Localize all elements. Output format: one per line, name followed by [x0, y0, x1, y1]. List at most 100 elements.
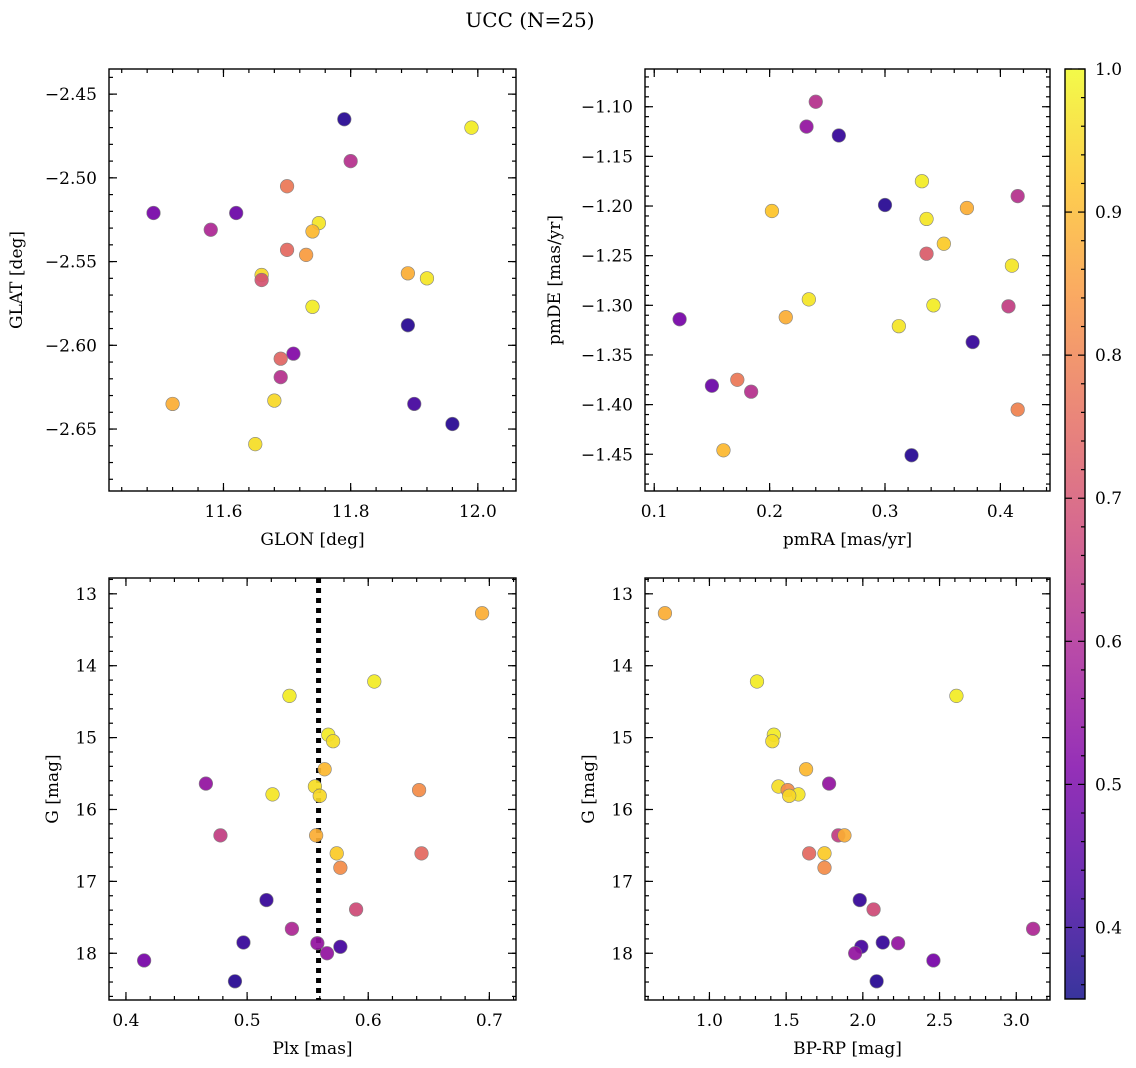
data-point: [802, 846, 817, 861]
panel-bprp-g: 1.0 1.5 2.0 2.5 3.0 13 14 15 16 17 18 BP-RP [mag] G …: [579, 577, 1051, 1059]
data-point: [229, 205, 244, 221]
x-tick-label: 0.3: [871, 502, 898, 522]
data-point: [137, 953, 152, 968]
data-point: [445, 416, 460, 432]
data-point: [236, 935, 251, 950]
data-point: [165, 396, 180, 412]
y-tick-label: 17: [75, 872, 97, 892]
data-point: [319, 946, 335, 961]
data-point: [1001, 299, 1016, 314]
data-point: [936, 236, 951, 251]
data-point: [1004, 258, 1020, 273]
y-tick-label: 15: [75, 729, 97, 749]
y-axis-label: G [mag]: [43, 754, 63, 823]
data-point: [672, 312, 687, 327]
data-point: [959, 200, 975, 216]
data-point: [869, 974, 884, 989]
panel-plx-g: 0.4 0.5 0.6 0.7 13 14 15 16 17 18 Plx [mas] G [mag]: [43, 577, 517, 1059]
data-point: [309, 828, 324, 843]
y-tick-label: 16: [75, 800, 97, 820]
colorbar-gradient: [1065, 69, 1085, 999]
data-point: [926, 953, 941, 968]
data-point: [411, 782, 427, 798]
data-point: [919, 246, 934, 261]
data-point: [782, 788, 797, 803]
data-point: [248, 437, 263, 452]
data-point: [259, 892, 274, 908]
x-tick-label: 0.2: [756, 502, 783, 522]
y-tick-label: 13: [611, 585, 633, 605]
colorbar-tick-label: 0.7: [1095, 489, 1122, 509]
plot-frame: [108, 68, 517, 492]
colorbar-frame: [1064, 68, 1086, 1000]
data-point: [1010, 402, 1025, 417]
data-point: [419, 271, 435, 286]
y-tick-label: −1.15: [581, 147, 633, 167]
y-tick-label: −2.60: [45, 336, 97, 356]
data-point: [730, 372, 745, 387]
data-point: [831, 128, 846, 143]
data-point: [875, 935, 890, 950]
panel-glon-glat: 11.6 11.8 12.0 −2.45 −2.50 −2.55 −2.60 −2.65 GLO…: [7, 68, 517, 550]
data-point: [254, 272, 269, 288]
data-point: [282, 688, 297, 704]
data-point: [657, 606, 673, 621]
data-point: [312, 788, 327, 803]
data-point: [778, 310, 793, 325]
colorbar-tick-label: 0.4: [1095, 918, 1122, 938]
x-tick-label: 11.6: [205, 502, 243, 522]
data-point: [464, 120, 479, 135]
y-tick-label: −1.40: [581, 396, 633, 416]
data-point: [1010, 188, 1025, 204]
colorbar-tick-label: 0.6: [1095, 632, 1122, 652]
data-point: [821, 776, 837, 791]
y-tick-label: −2.55: [45, 253, 97, 273]
x-tick-label: 0.4: [112, 1011, 139, 1031]
y-axis-label: G [mag]: [579, 754, 599, 823]
colorbar: 0.4 0.5 0.6 0.7 0.8 0.9 1.0: [1064, 60, 1122, 1000]
data-point: [198, 776, 214, 791]
y-tick-label: −1.20: [581, 197, 633, 217]
y-axis-label: GLAT [deg]: [7, 231, 27, 329]
x-tick-label: 0.6: [355, 1011, 382, 1031]
data-point: [325, 734, 341, 749]
y-tick-label: −1.30: [581, 296, 633, 316]
y-tick-label: 15: [611, 729, 633, 749]
figure-title: UCC (N=25): [465, 8, 594, 32]
x-tick-label: 1.5: [773, 1011, 800, 1031]
data-point: [716, 443, 731, 458]
data-point: [414, 846, 429, 861]
y-tick-label: −1.25: [581, 247, 633, 267]
data-point: [704, 378, 720, 393]
data-point: [949, 688, 964, 704]
data-point: [273, 370, 288, 385]
x-tick-label: 1.0: [696, 1011, 723, 1031]
y-tick-label: 18: [75, 944, 97, 964]
data-point: [914, 174, 930, 189]
colorbar-tick-label: 0.5: [1095, 775, 1122, 795]
x-tick-label: 3.0: [1003, 1011, 1030, 1031]
x-tick-label: 0.4: [987, 502, 1014, 522]
data-point: [310, 936, 325, 951]
data-point: [744, 384, 759, 399]
data-point: [817, 846, 832, 861]
data-point: [286, 346, 301, 361]
data-point: [877, 197, 893, 213]
x-axis-label: Plx [mas]: [272, 1039, 352, 1059]
data-point: [848, 946, 863, 961]
y-tick-label: −1.35: [581, 346, 633, 366]
plot-frame: [644, 577, 1051, 1001]
y-tick-label: −2.45: [45, 85, 97, 105]
data-point: [213, 828, 228, 843]
colorbar-tick-label: 1.0: [1095, 60, 1122, 80]
x-tick-label: 11.8: [332, 502, 370, 522]
data-point: [801, 292, 816, 307]
colorbar-tick-label: 0.9: [1095, 203, 1122, 223]
data-point: [146, 205, 161, 221]
data-point: [799, 119, 814, 134]
data-point: [317, 762, 332, 777]
y-tick-label: 16: [611, 800, 633, 820]
data-point: [798, 762, 814, 777]
data-point: [367, 674, 382, 689]
data-point: [284, 921, 300, 936]
